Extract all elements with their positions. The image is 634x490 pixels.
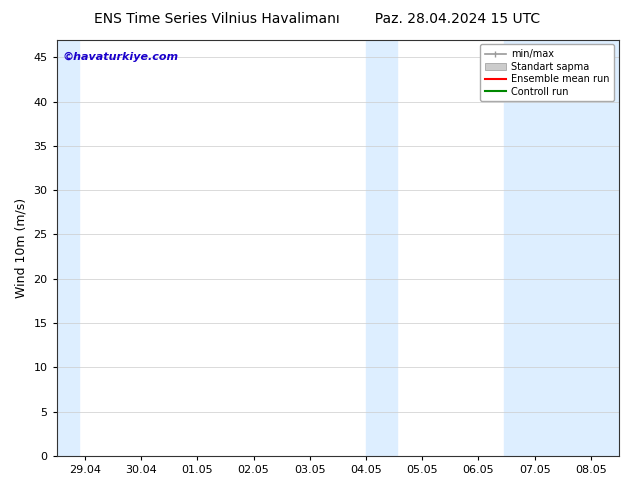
Bar [56,40,79,456]
Y-axis label: Wind 10m (m/s): Wind 10m (m/s) [15,197,28,298]
Bar [366,40,397,456]
Text: ©havaturkiye.com: ©havaturkiye.com [62,52,178,62]
Legend: min/max, Standart sapma, Ensemble mean run, Controll run: min/max, Standart sapma, Ensemble mean r… [480,45,614,101]
Text: ENS Time Series Vilnius Havalimanı        Paz. 28.04.2024 15 UTC: ENS Time Series Vilnius Havalimanı Paz. … [94,12,540,26]
Bar [504,40,619,456]
